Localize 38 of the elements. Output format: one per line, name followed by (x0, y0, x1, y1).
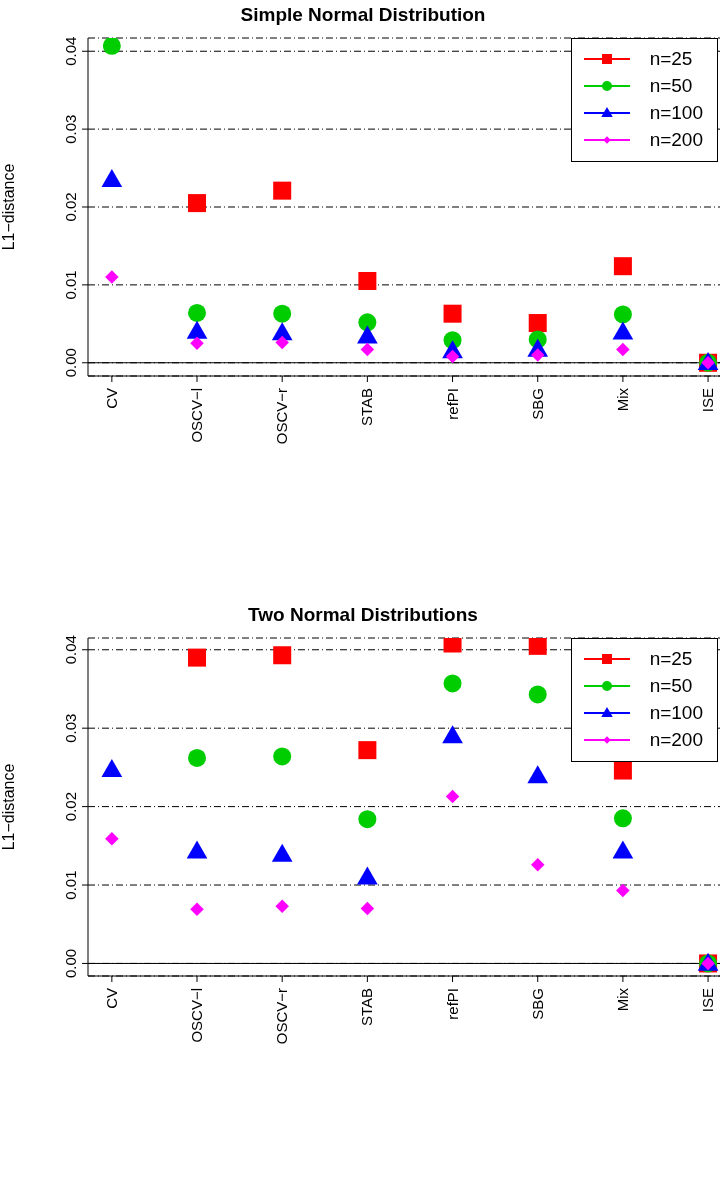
x-tick-label: refPI (443, 388, 461, 420)
x-tick-label: ISE (699, 388, 717, 413)
x-tick-label: CV (102, 388, 120, 409)
x-tick-label: SBG (528, 988, 546, 1020)
chart-title: Simple Normal Distribution (239, 3, 487, 27)
x-tick-label: OSCV−r (273, 988, 291, 1045)
y-tick-label: 0.00 (62, 948, 79, 979)
x-tick-label: refPI (443, 988, 461, 1020)
x-tick-label: SBG (528, 388, 546, 420)
y-tick-label: 0.03 (62, 114, 79, 144)
x-tick-label: STAB (358, 388, 376, 427)
legend-label: n=100 (649, 101, 703, 124)
legend-label: n=200 (649, 128, 703, 151)
y-tick-label: 0.04 (62, 635, 79, 665)
x-tick-label: Mix (613, 387, 631, 412)
x-tick-label: OSCV−r (273, 388, 291, 445)
x-tick-label: ISE (699, 988, 717, 1013)
y-tick-label: 0.01 (62, 870, 79, 900)
chart-title: Two Normal Distributions (247, 603, 479, 627)
legend-label: n=200 (649, 728, 703, 751)
y-tick-label: 0.00 (62, 348, 79, 378)
x-tick-label: CV (102, 988, 120, 1009)
x-tick-label: OSCV−l (188, 988, 206, 1043)
legend-label: n=25 (649, 647, 693, 670)
x-tick-label: Mix (613, 987, 631, 1012)
y-tick-label: 0.03 (62, 713, 79, 743)
x-tick-label: STAB (358, 988, 376, 1027)
legend-label: n=100 (649, 701, 703, 724)
y-tick-label: 0.04 (62, 36, 79, 66)
y-tick-label: 0.01 (62, 270, 79, 300)
y-tick-label: 0.02 (62, 792, 79, 822)
legend-label: n=50 (649, 74, 693, 97)
y-axis-title: L1−distance (0, 163, 17, 251)
legend-label: n=50 (649, 674, 693, 697)
x-tick-label: OSCV−l (188, 388, 206, 443)
y-axis-title: L1−distance (0, 763, 17, 851)
legend-label: n=25 (649, 47, 693, 70)
y-tick-label: 0.02 (62, 192, 79, 222)
